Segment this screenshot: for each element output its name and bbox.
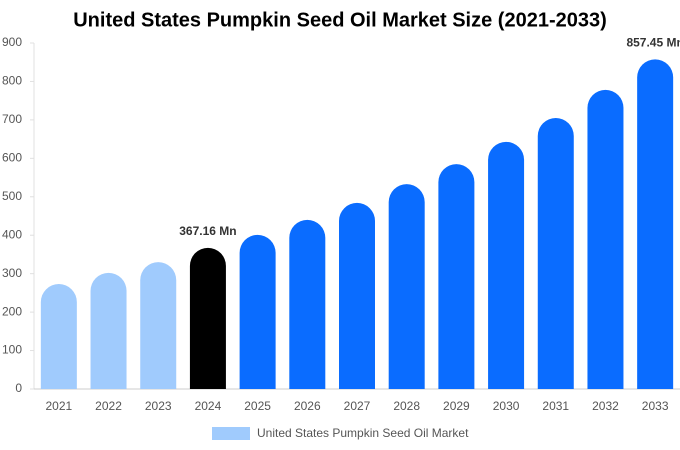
y-tick-label: 0 bbox=[15, 381, 22, 395]
legend-label: United States Pumpkin Seed Oil Market bbox=[257, 426, 469, 440]
x-tick-label: 2029 bbox=[443, 399, 470, 413]
bar bbox=[339, 202, 375, 389]
bar bbox=[537, 117, 574, 389]
x-tick-label: 2030 bbox=[493, 399, 520, 413]
y-tick-label: 700 bbox=[2, 112, 22, 126]
bar bbox=[488, 141, 525, 389]
x-tick-label: 2022 bbox=[95, 399, 122, 413]
bar bbox=[189, 247, 226, 389]
x-tick-label: 2031 bbox=[542, 399, 569, 413]
y-tick-label: 300 bbox=[2, 266, 22, 280]
data-label: 367.16 Mn bbox=[179, 224, 236, 238]
x-tick-label: 2027 bbox=[344, 399, 371, 413]
bar bbox=[140, 262, 177, 389]
y-tick-label: 500 bbox=[2, 189, 22, 203]
bar bbox=[289, 219, 326, 389]
legend-swatch bbox=[212, 427, 250, 440]
chart-title: United States Pumpkin Seed Oil Market Si… bbox=[73, 9, 607, 31]
bar bbox=[587, 89, 624, 389]
x-tick-label: 2024 bbox=[195, 399, 222, 413]
y-tick-label: 600 bbox=[2, 151, 22, 165]
y-tick-label: 200 bbox=[2, 304, 22, 318]
bar bbox=[90, 272, 127, 389]
y-tick-label: 400 bbox=[2, 227, 22, 241]
y-tick-label: 100 bbox=[2, 343, 22, 357]
x-tick-label: 2025 bbox=[244, 399, 271, 413]
bar bbox=[388, 184, 425, 389]
bar bbox=[438, 164, 475, 389]
y-tick-label: 900 bbox=[2, 35, 22, 49]
x-tick-label: 2026 bbox=[294, 399, 321, 413]
bar bbox=[239, 234, 276, 389]
x-tick-label: 2032 bbox=[592, 399, 619, 413]
bar bbox=[40, 284, 77, 389]
y-tick-label: 800 bbox=[2, 74, 22, 88]
x-tick-label: 2028 bbox=[393, 399, 420, 413]
x-tick-label: 2021 bbox=[45, 399, 72, 413]
x-tick-label: 2033 bbox=[642, 399, 669, 413]
bar bbox=[637, 59, 674, 390]
x-tick-label: 2023 bbox=[145, 399, 172, 413]
data-label: 857.45 Mn bbox=[626, 36, 680, 50]
